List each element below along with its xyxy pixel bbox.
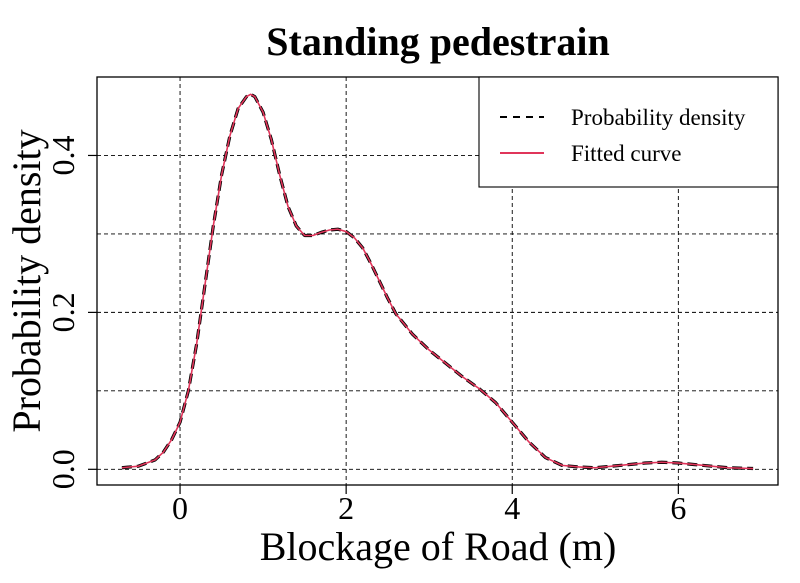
legend-label-fitted-curve: Fitted curve	[571, 141, 682, 166]
y-tick-label: 0.0	[45, 449, 81, 489]
series-line-fitted-curve	[121, 93, 754, 470]
x-axis-label: Blockage of Road (m)	[260, 524, 617, 569]
y-tick-label: 0.4	[45, 135, 81, 175]
x-tick-label: 6	[670, 490, 686, 526]
legend: Probability density Fitted curve	[478, 76, 779, 188]
y-tick-label: 0.2	[45, 292, 81, 332]
x-tick-label: 2	[338, 490, 354, 526]
plot-frame	[96, 76, 779, 486]
x-tick-label: 0	[172, 490, 188, 526]
series-layer	[121, 92, 754, 471]
legend-box	[478, 76, 779, 188]
x-tick-label: 4	[504, 490, 520, 526]
grid-layer	[97, 77, 778, 485]
axis-layer: 0 2 4 6 0.0 0.2 0.4	[45, 135, 686, 526]
y-axis-label: Probability density	[4, 129, 49, 432]
legend-label-probability-density: Probability density	[571, 105, 746, 130]
chart-title: Standing pedestrain	[266, 19, 609, 64]
